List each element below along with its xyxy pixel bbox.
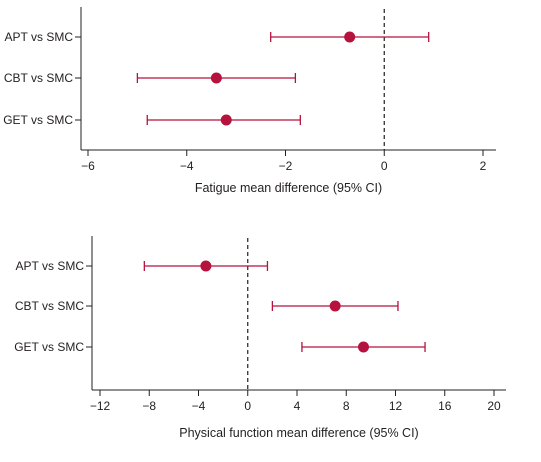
x-tick-label: −4 bbox=[192, 399, 206, 413]
x-tick-label: −6 bbox=[81, 159, 95, 173]
x-tick-label: 0 bbox=[381, 159, 388, 173]
x-tick-label: 0 bbox=[244, 399, 251, 413]
x-tick-label: 4 bbox=[294, 399, 301, 413]
x-axis-title: Physical function mean difference (95% C… bbox=[179, 426, 418, 440]
x-tick-label: 12 bbox=[389, 399, 403, 413]
x-axis-title: Fatigue mean difference (95% CI) bbox=[195, 181, 382, 195]
category-label-cbt-vs-smc: CBT vs SMC bbox=[4, 71, 73, 85]
category-label-get-vs-smc: GET vs SMC bbox=[3, 113, 73, 127]
point-estimate-get-vs-smc bbox=[357, 341, 369, 353]
x-tick-label: −4 bbox=[180, 159, 194, 173]
x-tick-label: −12 bbox=[90, 399, 111, 413]
point-estimate-apt-vs-smc bbox=[344, 31, 356, 43]
point-estimate-cbt-vs-smc bbox=[329, 300, 341, 312]
x-tick-label: 16 bbox=[438, 399, 452, 413]
x-tick-label: 2 bbox=[480, 159, 487, 173]
point-estimate-apt-vs-smc bbox=[200, 260, 212, 272]
fatigue-forest-panel: −6 −4 −2 0 2 APT vs SMC CBT vs SMC GET vs SMC Fa… bbox=[3, 7, 496, 195]
point-estimate-cbt-vs-smc bbox=[210, 72, 222, 84]
category-label-cbt-vs-smc: CBT vs SMC bbox=[15, 299, 84, 313]
category-label-get-vs-smc: GET vs SMC bbox=[14, 340, 84, 354]
point-estimate-get-vs-smc bbox=[220, 114, 232, 126]
x-tick-label: 20 bbox=[487, 399, 501, 413]
category-label-apt-vs-smc: APT vs SMC bbox=[5, 30, 74, 44]
category-label-apt-vs-smc: APT vs SMC bbox=[16, 259, 85, 273]
physical-function-forest-panel: −12 −8 −4 0 4 8 12 16 20 APT vs SMC CBT vs SMC GET … bbox=[14, 236, 506, 440]
x-tick-label: 8 bbox=[343, 399, 350, 413]
x-tick-label: −8 bbox=[142, 399, 156, 413]
x-tick-label: −2 bbox=[279, 159, 293, 173]
